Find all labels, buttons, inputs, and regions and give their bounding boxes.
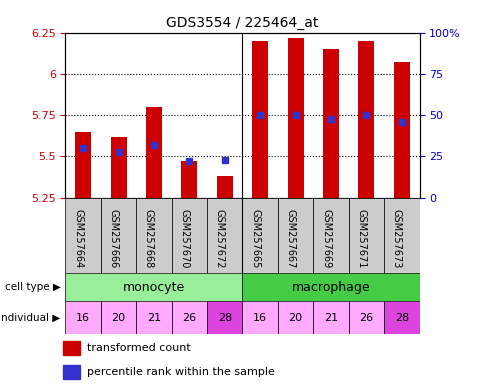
Bar [101,198,136,273]
Bar [358,41,374,198]
Bar [75,132,91,198]
Bar [287,38,303,198]
Bar [242,198,277,273]
Bar [65,301,101,334]
Bar [207,301,242,334]
Bar [207,198,242,273]
Bar [146,107,162,198]
Text: GSM257672: GSM257672 [214,209,224,268]
Text: GSM257673: GSM257673 [391,209,401,268]
Bar [383,198,419,273]
Text: macrophage: macrophage [291,281,370,293]
Bar [242,273,419,301]
Text: GSM257667: GSM257667 [285,209,295,268]
Bar [242,301,277,334]
Bar [171,301,207,334]
Bar [110,137,126,198]
Text: percentile rank within the sample: percentile rank within the sample [87,367,274,377]
Text: GSM257671: GSM257671 [356,209,366,268]
Bar [65,273,242,301]
Bar [383,301,419,334]
Bar [348,301,383,334]
Text: GSM257670: GSM257670 [179,209,189,268]
Bar [277,301,313,334]
Text: 16: 16 [76,313,90,323]
Bar [322,49,338,198]
Text: GSM257668: GSM257668 [144,209,153,268]
Text: GSM257666: GSM257666 [108,209,118,268]
Text: 20: 20 [111,313,125,323]
Bar [101,301,136,334]
Text: 21: 21 [147,313,161,323]
Bar [63,365,80,379]
Text: 16: 16 [253,313,267,323]
Bar [277,198,313,273]
Bar [216,176,232,198]
Text: GSM257664: GSM257664 [73,209,83,268]
Bar [313,198,348,273]
Text: transformed count: transformed count [87,343,191,353]
Title: GDS3554 / 225464_at: GDS3554 / 225464_at [166,16,318,30]
Text: 28: 28 [394,313,408,323]
Bar [171,198,207,273]
Bar [252,41,268,198]
Text: 26: 26 [359,313,373,323]
Text: 20: 20 [288,313,302,323]
Bar [313,301,348,334]
Text: individual ▶: individual ▶ [0,313,60,323]
Text: 21: 21 [323,313,337,323]
Text: 26: 26 [182,313,196,323]
Bar [136,301,171,334]
Text: GSM257669: GSM257669 [320,209,330,268]
Bar [348,198,383,273]
Bar [63,341,80,355]
Text: cell type ▶: cell type ▶ [5,282,60,292]
Bar [136,198,171,273]
Bar [393,62,409,198]
Bar [65,198,101,273]
Text: monocyte: monocyte [122,281,185,293]
Text: GSM257665: GSM257665 [250,209,259,268]
Text: 28: 28 [217,313,231,323]
Bar [181,161,197,198]
